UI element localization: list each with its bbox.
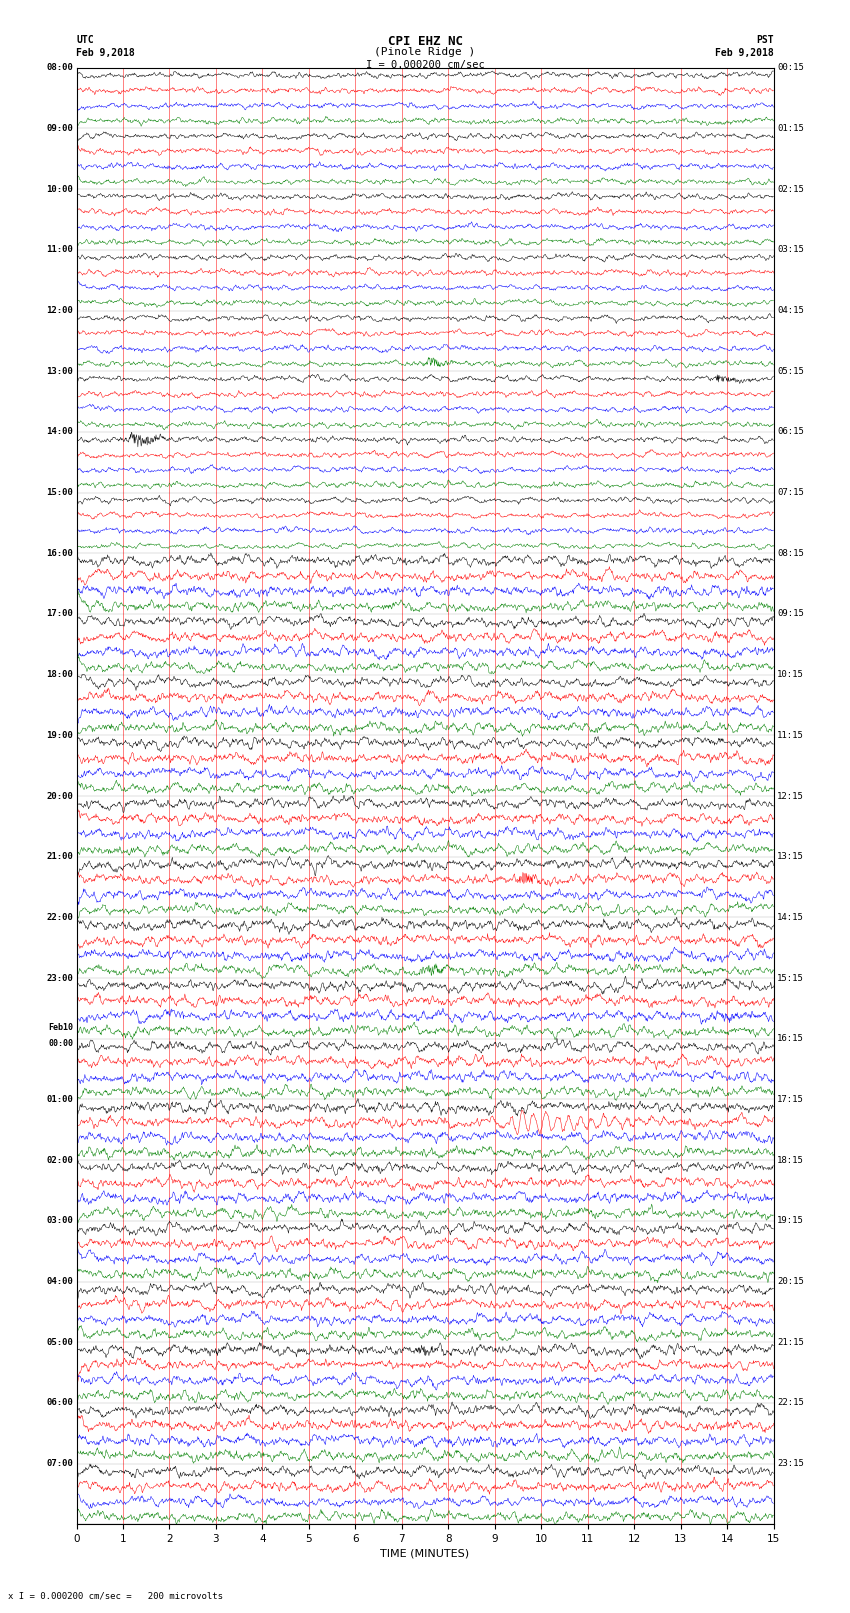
Text: 14:00: 14:00: [46, 427, 73, 437]
Text: 06:00: 06:00: [46, 1398, 73, 1408]
Text: 06:15: 06:15: [777, 427, 804, 437]
Text: UTC: UTC: [76, 35, 94, 45]
Text: 17:15: 17:15: [777, 1095, 804, 1103]
Text: 01:00: 01:00: [46, 1095, 73, 1103]
Text: Feb 9,2018: Feb 9,2018: [76, 48, 135, 58]
Text: 12:00: 12:00: [46, 306, 73, 315]
Text: 13:00: 13:00: [46, 366, 73, 376]
Text: 10:15: 10:15: [777, 669, 804, 679]
Text: 00:00: 00:00: [48, 1039, 73, 1048]
Text: 20:00: 20:00: [46, 792, 73, 800]
Text: 21:00: 21:00: [46, 852, 73, 861]
Text: 09:15: 09:15: [777, 610, 804, 618]
Text: 00:15: 00:15: [777, 63, 804, 73]
Text: Feb10: Feb10: [48, 1023, 73, 1032]
Text: 08:15: 08:15: [777, 548, 804, 558]
Text: 12:15: 12:15: [777, 792, 804, 800]
Text: 23:00: 23:00: [46, 974, 73, 982]
Text: 19:00: 19:00: [46, 731, 73, 740]
Text: 22:15: 22:15: [777, 1398, 804, 1408]
Text: 04:15: 04:15: [777, 306, 804, 315]
Text: 02:15: 02:15: [777, 184, 804, 194]
Text: 15:15: 15:15: [777, 974, 804, 982]
Text: 15:00: 15:00: [46, 489, 73, 497]
Text: 23:15: 23:15: [777, 1460, 804, 1468]
Text: (Pinole Ridge ): (Pinole Ridge ): [374, 47, 476, 56]
Text: 16:00: 16:00: [46, 548, 73, 558]
Text: 01:15: 01:15: [777, 124, 804, 132]
Text: 10:00: 10:00: [46, 184, 73, 194]
Text: 05:00: 05:00: [46, 1337, 73, 1347]
Text: 22:00: 22:00: [46, 913, 73, 923]
Text: 08:00: 08:00: [46, 63, 73, 73]
Text: 03:00: 03:00: [46, 1216, 73, 1226]
Text: 16:15: 16:15: [777, 1034, 804, 1044]
Text: CPI EHZ NC: CPI EHZ NC: [388, 35, 462, 48]
Text: 11:15: 11:15: [777, 731, 804, 740]
Text: 07:00: 07:00: [46, 1460, 73, 1468]
Text: 02:00: 02:00: [46, 1155, 73, 1165]
Text: 18:00: 18:00: [46, 669, 73, 679]
Text: 03:15: 03:15: [777, 245, 804, 255]
Text: 20:15: 20:15: [777, 1277, 804, 1286]
Text: 07:15: 07:15: [777, 489, 804, 497]
Text: 18:15: 18:15: [777, 1155, 804, 1165]
Text: PST: PST: [756, 35, 774, 45]
Text: x I = 0.000200 cm/sec =   200 microvolts: x I = 0.000200 cm/sec = 200 microvolts: [8, 1590, 224, 1600]
Text: 09:00: 09:00: [46, 124, 73, 132]
Text: 13:15: 13:15: [777, 852, 804, 861]
Text: 04:00: 04:00: [46, 1277, 73, 1286]
Text: 17:00: 17:00: [46, 610, 73, 618]
Text: 19:15: 19:15: [777, 1216, 804, 1226]
Text: 05:15: 05:15: [777, 366, 804, 376]
Text: 11:00: 11:00: [46, 245, 73, 255]
Text: 21:15: 21:15: [777, 1337, 804, 1347]
X-axis label: TIME (MINUTES): TIME (MINUTES): [381, 1548, 469, 1558]
Text: Feb 9,2018: Feb 9,2018: [715, 48, 774, 58]
Text: 14:15: 14:15: [777, 913, 804, 923]
Text: I = 0.000200 cm/sec: I = 0.000200 cm/sec: [366, 60, 484, 69]
